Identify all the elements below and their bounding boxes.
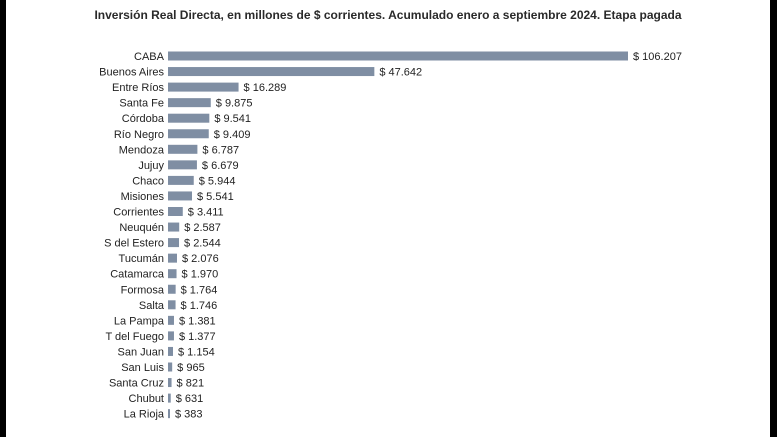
chart-panel <box>6 0 770 437</box>
bar <box>168 284 176 294</box>
category-label: Buenos Aires <box>99 67 164 79</box>
bar <box>168 144 198 154</box>
category-label: Entre Ríos <box>112 82 164 94</box>
category-label: San Luis <box>121 362 164 374</box>
value-label: $ 1.970 <box>182 269 219 281</box>
category-label: Corrientes <box>113 207 164 219</box>
bar <box>168 222 180 232</box>
category-label: Córdoba <box>122 113 165 125</box>
value-label: $ 383 <box>175 409 203 421</box>
bar <box>168 160 197 170</box>
value-label: $ 9.875 <box>216 98 253 110</box>
chart-title: Inversión Real Directa, en millones de $… <box>94 8 682 22</box>
value-label: $ 1.154 <box>178 346 215 358</box>
bar <box>168 113 210 123</box>
bar <box>168 82 239 92</box>
category-label: Formosa <box>121 284 165 296</box>
bar <box>168 191 192 201</box>
value-label: $ 2.587 <box>184 222 221 234</box>
category-label: San Juan <box>118 346 164 358</box>
bar <box>168 300 176 310</box>
value-label: $ 821 <box>177 378 205 390</box>
value-label: $ 1.764 <box>181 284 218 296</box>
value-label: $ 6.787 <box>202 144 239 156</box>
bar <box>168 269 177 279</box>
category-label: La Rioja <box>124 409 165 421</box>
bar <box>168 409 170 419</box>
category-label: Catamarca <box>110 269 165 281</box>
bar <box>168 315 174 325</box>
value-label: $ 9.409 <box>214 129 251 141</box>
value-label: $ 16.289 <box>244 82 287 94</box>
value-label: $ 1.377 <box>179 331 216 343</box>
bar <box>168 378 172 388</box>
category-label: T del Fuego <box>105 331 164 343</box>
category-label: Río Negro <box>114 129 164 141</box>
value-label: $ 2.544 <box>184 238 221 250</box>
bar <box>168 393 171 403</box>
value-label: $ 1.381 <box>179 315 216 327</box>
bar <box>168 175 194 185</box>
bar <box>168 51 628 61</box>
category-label: Jujuy <box>138 160 164 172</box>
bar <box>168 207 183 216</box>
category-label: Santa Cruz <box>109 378 164 390</box>
bar <box>168 238 180 248</box>
bar <box>168 362 173 372</box>
bar <box>168 98 211 108</box>
bar <box>168 67 375 77</box>
value-label: $ 3.411 <box>188 207 224 219</box>
value-label: $ 9.541 <box>214 113 251 125</box>
bar <box>168 253 177 263</box>
value-label: $ 5.944 <box>199 175 236 187</box>
category-label: La Pampa <box>114 315 165 327</box>
value-label: $ 106.207 <box>633 51 682 63</box>
category-label: Mendoza <box>119 144 165 156</box>
value-label: $ 631 <box>176 393 204 405</box>
category-label: Misiones <box>121 191 165 203</box>
bar <box>168 346 173 356</box>
value-label: $ 5.541 <box>197 191 234 203</box>
value-label: $ 6.679 <box>202 160 239 172</box>
value-label: $ 47.642 <box>379 67 422 79</box>
bar <box>168 331 174 341</box>
category-label: Santa Fe <box>119 98 164 110</box>
bar <box>168 129 209 139</box>
category-label: Chaco <box>132 175 164 187</box>
category-label: Salta <box>139 300 165 312</box>
value-label: $ 2.076 <box>182 253 219 265</box>
category-label: Tucumán <box>119 253 164 265</box>
value-label: $ 965 <box>177 362 205 374</box>
category-label: Chubut <box>129 393 164 405</box>
value-label: $ 1.746 <box>181 300 218 312</box>
category-label: CABA <box>134 51 165 63</box>
category-label: S del Estero <box>104 238 164 250</box>
category-label: Neuquén <box>119 222 164 234</box>
